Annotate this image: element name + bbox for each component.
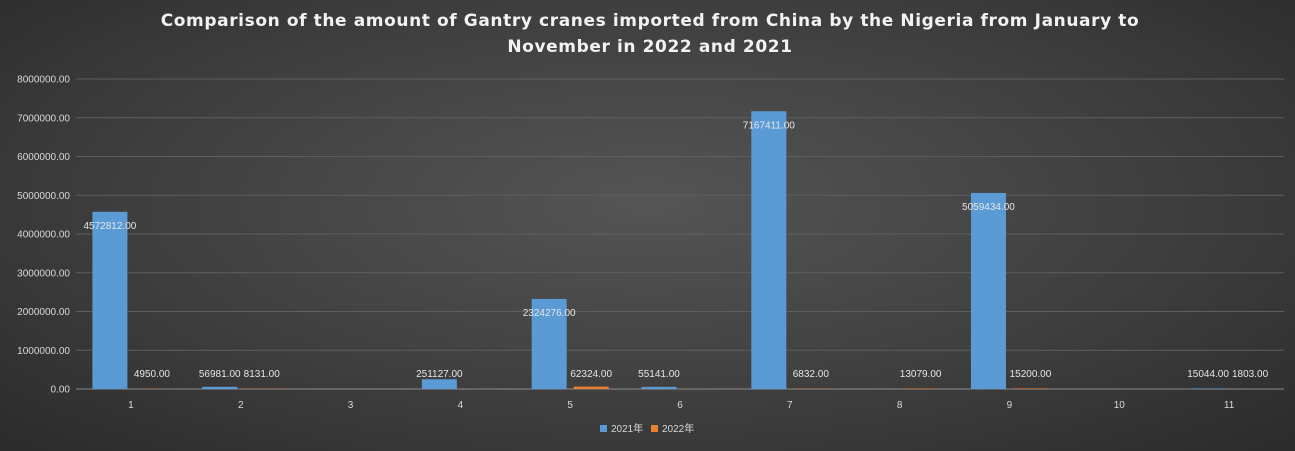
data-label: 7167411.00 bbox=[743, 120, 796, 131]
x-tick-label: 5 bbox=[567, 400, 573, 411]
x-tick-label: 10 bbox=[1114, 400, 1126, 411]
y-tick-label: 5000000.00 bbox=[17, 191, 70, 202]
data-label: 4572812.00 bbox=[83, 221, 136, 232]
bar-2021 bbox=[641, 386, 677, 389]
legend-label: 2022年 bbox=[662, 422, 694, 435]
bar-2021 bbox=[531, 298, 567, 389]
data-label: 15044.00 bbox=[1187, 369, 1229, 380]
bar-2021 bbox=[92, 211, 128, 389]
data-label: 5059434.00 bbox=[962, 202, 1015, 213]
data-label: 56981.00 bbox=[199, 369, 241, 380]
y-tick-label: 8000000.00 bbox=[17, 75, 70, 86]
bar-2022 bbox=[903, 388, 939, 389]
bar-2022 bbox=[1012, 388, 1048, 389]
x-tick-label: 1 bbox=[128, 400, 134, 411]
chart-title: Comparison of the amount of Gantry crane… bbox=[160, 11, 1140, 57]
legend-label: 2021年 bbox=[611, 422, 643, 435]
bar-2021 bbox=[751, 111, 787, 390]
data-label: 15200.00 bbox=[1010, 369, 1052, 380]
bar-2021 bbox=[202, 386, 238, 389]
y-tick-label: 6000000.00 bbox=[17, 152, 70, 163]
data-label: 13079.00 bbox=[900, 369, 942, 380]
x-tick-label: 3 bbox=[348, 400, 354, 411]
bar-2022 bbox=[573, 386, 609, 389]
data-label: 55141.00 bbox=[638, 369, 680, 380]
x-tick-label: 8 bbox=[897, 400, 903, 411]
y-tick-label: 0.00 bbox=[51, 385, 71, 396]
y-tick-label: 7000000.00 bbox=[17, 113, 70, 124]
data-label: 1803.00 bbox=[1232, 369, 1269, 380]
data-label: 62324.00 bbox=[570, 369, 612, 380]
y-tick-label: 4000000.00 bbox=[17, 230, 70, 241]
data-label: 6832.00 bbox=[793, 369, 830, 380]
y-tick-label: 1000000.00 bbox=[17, 346, 70, 357]
bar-2021 bbox=[970, 192, 1006, 389]
bar-2021 bbox=[421, 379, 457, 389]
bar-2021 bbox=[1190, 388, 1226, 389]
x-tick-label: 2 bbox=[238, 400, 244, 411]
x-tick-label: 4 bbox=[458, 400, 464, 411]
x-tick-label: 11 bbox=[1224, 400, 1235, 411]
x-tick-label: 6 bbox=[677, 400, 683, 411]
legend-swatch bbox=[600, 425, 607, 432]
legend-swatch bbox=[651, 425, 658, 432]
y-tick-label: 2000000.00 bbox=[17, 307, 70, 318]
x-tick-label: 9 bbox=[1007, 400, 1013, 411]
data-label: 251127.00 bbox=[416, 369, 463, 380]
data-label: 2324276.00 bbox=[523, 308, 576, 319]
x-tick-label: 7 bbox=[787, 400, 793, 411]
data-label: 4950.00 bbox=[134, 369, 171, 380]
data-label: 8131.00 bbox=[244, 369, 281, 380]
y-tick-label: 3000000.00 bbox=[17, 268, 70, 279]
